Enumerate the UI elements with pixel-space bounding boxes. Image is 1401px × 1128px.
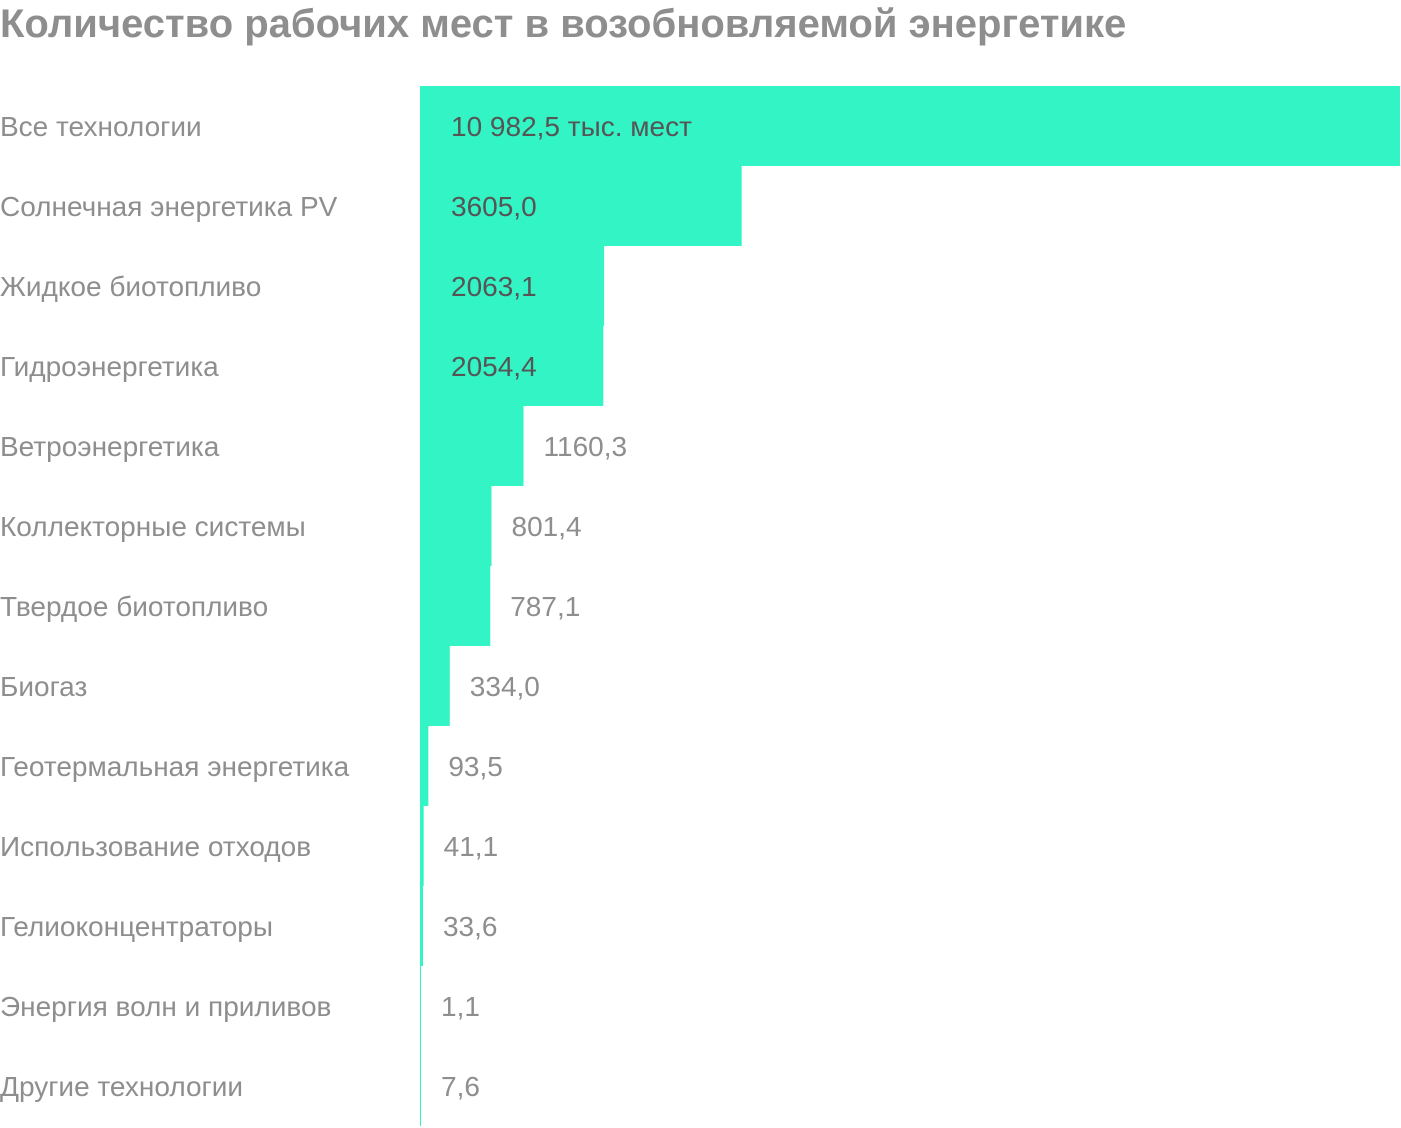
value-label: 334,0 (470, 671, 540, 702)
bar (420, 806, 424, 886)
value-label: 1160,3 (544, 431, 628, 462)
value-label: 2054,4 (451, 351, 537, 382)
bar (420, 166, 742, 246)
category-label: Коллекторные системы (0, 511, 306, 542)
category-label: Ветроэнергетика (0, 431, 220, 462)
bar (420, 326, 604, 406)
bar (420, 566, 491, 646)
category-label: Гидроэнергетика (0, 351, 219, 382)
bar (420, 246, 605, 326)
value-label: 41,1 (444, 831, 499, 862)
value-label: 787,1 (510, 591, 580, 622)
value-label: 33,6 (443, 911, 498, 942)
category-label: Солнечная энергетика PV (0, 191, 338, 222)
bar (420, 1046, 421, 1126)
category-label: Геотермальная энергетика (0, 751, 350, 782)
value-label: 3605,0 (451, 191, 537, 222)
bar (420, 486, 492, 566)
chart-title: Количество рабочих мест в возобновляемой… (0, 2, 1127, 46)
bar (420, 86, 1400, 166)
value-label: 1,1 (441, 991, 480, 1022)
value-label: 801,4 (512, 511, 582, 542)
bar (420, 406, 524, 486)
value-label: 93,5 (448, 751, 503, 782)
category-label: Твердое биотопливо (0, 591, 268, 622)
category-label: Все технологии (0, 111, 202, 142)
category-label: Биогаз (0, 671, 87, 702)
bar (420, 966, 421, 1046)
value-label: 2063,1 (451, 271, 537, 302)
category-label: Энергия волн и приливов (0, 991, 331, 1022)
value-label: 7,6 (441, 1071, 480, 1102)
category-label: Другие технологии (0, 1071, 243, 1102)
bar (420, 726, 429, 806)
bar (420, 646, 450, 726)
category-label: Использование отходов (0, 831, 311, 862)
bar (420, 886, 423, 966)
value-label: 10 982,5 тыс. мест (451, 111, 692, 142)
category-label: Жидкое биотопливо (0, 271, 261, 302)
category-label: Гелиоконцентраторы (0, 911, 273, 942)
